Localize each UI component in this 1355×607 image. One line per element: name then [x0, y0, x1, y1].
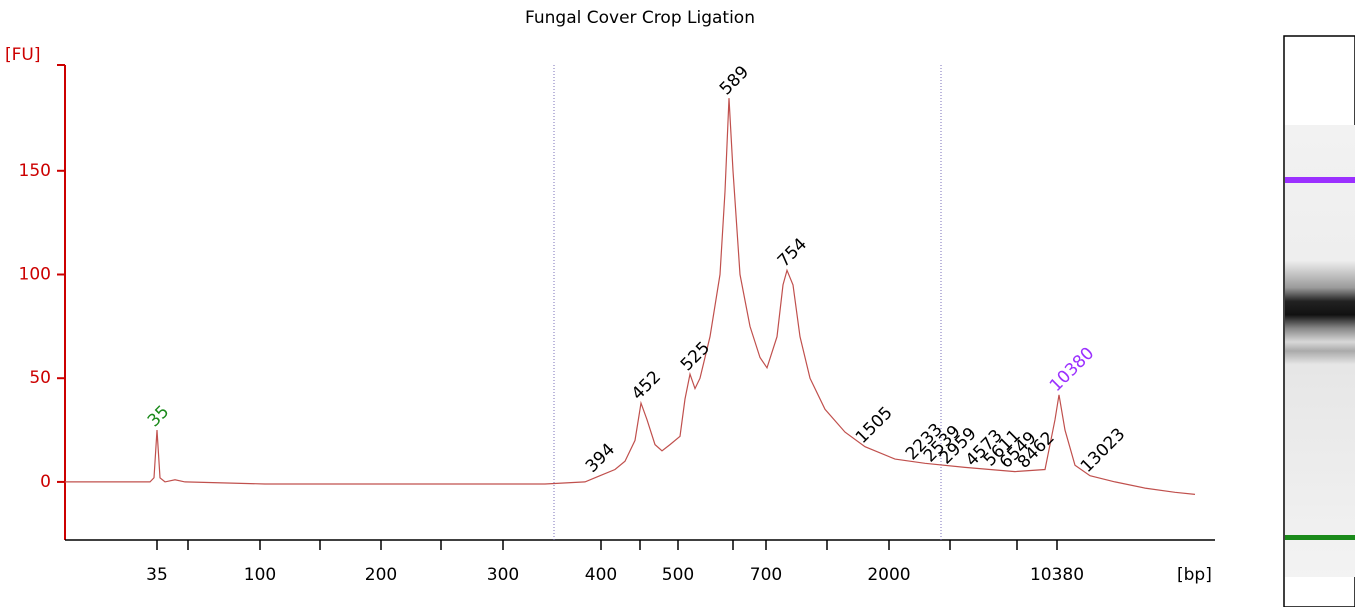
peak-label: 13023	[1077, 424, 1129, 476]
x-tick-label: 700	[750, 565, 782, 585]
peak-label: 452	[628, 367, 665, 404]
x-tick-label: 200	[365, 565, 397, 585]
peak-label: 35	[144, 402, 173, 431]
x-tick-label: 100	[244, 565, 276, 585]
x-tick-label: 10380	[1030, 565, 1084, 585]
y-tick-label: 0	[40, 472, 51, 492]
peak-label: 589	[716, 62, 753, 99]
gel-lane	[1283, 35, 1355, 607]
chart-title: Fungal Cover Crop Ligation	[525, 8, 755, 28]
peak-label: 10380	[1046, 343, 1098, 395]
peak-label: 754	[774, 234, 811, 271]
y-tick-label: 150	[19, 161, 51, 181]
peak-label: 1505	[852, 403, 897, 448]
y-tick-label: 50	[29, 368, 51, 388]
x-tick-label: 35	[146, 565, 168, 585]
x-tick-label: 400	[585, 565, 617, 585]
x-tick-label: 300	[487, 565, 519, 585]
y-tick-label: 100	[19, 264, 51, 284]
x-axis-label: [bp]	[1177, 565, 1212, 585]
peak-label: 394	[582, 440, 619, 477]
x-tick-label: 2000	[867, 565, 910, 585]
y-axis-label: [FU]	[5, 45, 41, 65]
x-tick-label: 500	[662, 565, 694, 585]
trace	[65, 98, 1196, 495]
